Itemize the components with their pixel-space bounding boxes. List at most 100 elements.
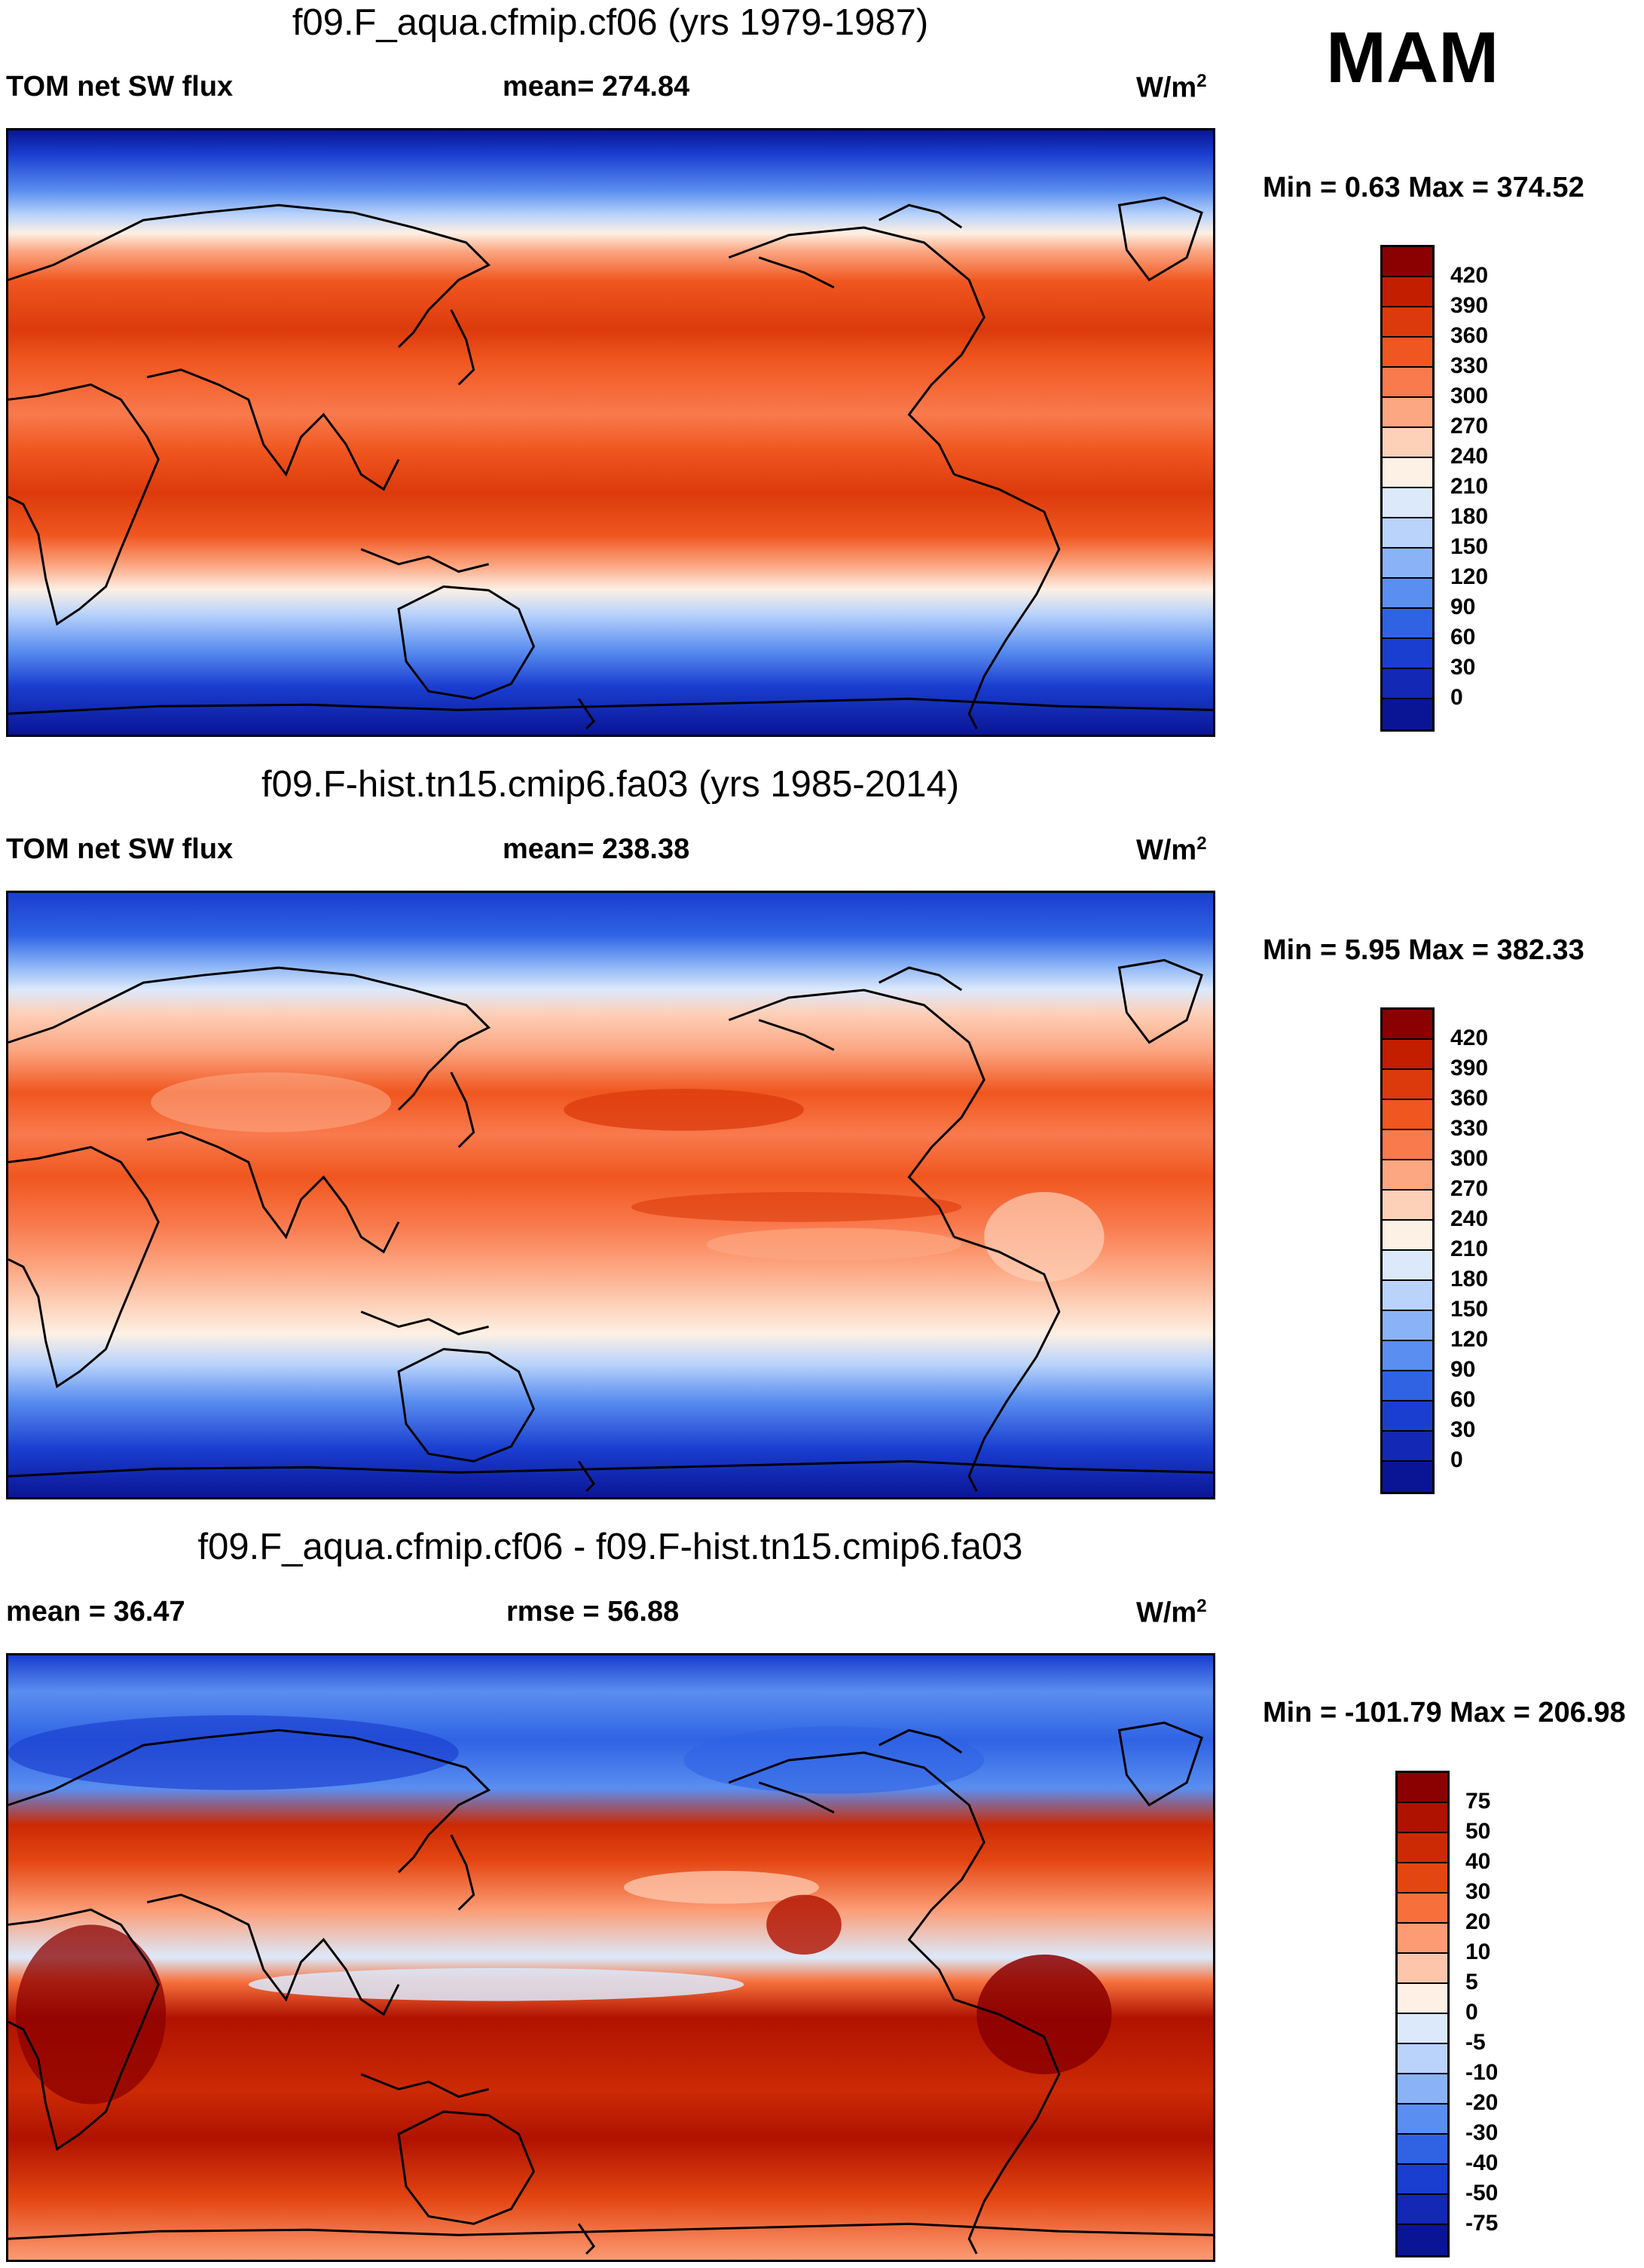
colorbar-tick: 90: [1450, 1357, 1476, 1382]
colorbar-segment: [1383, 1100, 1432, 1130]
colorbar-tick: 330: [1450, 1116, 1489, 1141]
colorbar-segment: [1398, 2135, 1447, 2165]
colorbar-tick: 420: [1450, 263, 1489, 288]
panel-title: f09.F_aqua.cfmip.cf06 (yrs 1979-1987): [292, 2, 929, 43]
difference-structures: [8, 1715, 1112, 2104]
colorbar-segment: [1383, 368, 1432, 398]
colorbar-segment: [1383, 247, 1432, 277]
units-exponent: 2: [1196, 71, 1207, 91]
colorbar-tick: 60: [1450, 1387, 1476, 1412]
colorbar-tick: 300: [1450, 384, 1489, 408]
colorbar-segment: [1383, 1281, 1432, 1311]
colorbar: [1380, 245, 1435, 732]
colorbar-segment: [1398, 1863, 1447, 1894]
colorbar-segment: [1383, 458, 1432, 488]
colorbar-tick: 120: [1450, 1327, 1489, 1352]
units-text: W/m: [1136, 1597, 1197, 1629]
colorbar-segment: [1383, 1371, 1432, 1401]
colorbar-segment: [1398, 1984, 1447, 2014]
colorbar-segment: [1383, 609, 1432, 639]
colorbar-tick: 5: [1465, 1970, 1478, 1994]
amazon-cloud-region: [984, 1192, 1105, 1282]
colorbar-tick: 90: [1450, 595, 1476, 619]
colorbar-segment: [1383, 1311, 1432, 1341]
units-exponent: 2: [1196, 1596, 1207, 1616]
colorbar-tick: 40: [1465, 1849, 1491, 1874]
colorbar-tick: -10: [1465, 2060, 1499, 2085]
colorbar-tick: 0: [1465, 2000, 1478, 2025]
subtropical-band-south: [631, 1192, 962, 1222]
min-max-label: Min = 0.63 Max = 374.52: [1263, 172, 1584, 203]
season-title: MAM: [1326, 17, 1499, 98]
colorbar-tick: 210: [1450, 1236, 1489, 1261]
pacific-subtropics: [623, 1870, 819, 1904]
colorbar-segment: [1383, 1432, 1432, 1462]
flux-field: [8, 130, 1213, 735]
colorbar-segment: [1398, 1954, 1447, 1984]
left-label: TOM net SW flux: [6, 833, 234, 865]
flux-field: [8, 893, 1213, 1497]
colorbar-segment: [1383, 488, 1432, 518]
asian-cloud-region: [151, 1072, 392, 1132]
colorbar-tick: 60: [1450, 625, 1476, 650]
colorbar-segment: [1383, 1070, 1432, 1100]
colorbar-tick: 0: [1450, 685, 1463, 710]
colorbar-segment: [1383, 549, 1432, 579]
colorbar-segment: [1383, 669, 1432, 699]
colorbar-segment: [1398, 2104, 1447, 2135]
colorbar-segment: [1383, 1462, 1432, 1492]
rmse-label: rmse = 56.88: [506, 1596, 680, 1628]
colorbar-segment: [1398, 2074, 1447, 2104]
mean-label: mean= 238.38: [503, 833, 690, 865]
units-label: W/m2: [1136, 833, 1207, 867]
units-label: W/m2: [1136, 71, 1207, 105]
mean-label: mean= 274.84: [503, 71, 690, 102]
colorbar-segment: [1383, 1251, 1432, 1281]
colorbar-tick: -40: [1465, 2150, 1499, 2175]
units-exponent: 2: [1196, 833, 1207, 854]
colorbar-segment: [1398, 2165, 1447, 2195]
colorbar-segment: [1383, 398, 1432, 428]
colorbar-tick: -20: [1465, 2090, 1499, 2115]
colorbar-tick: -30: [1465, 2120, 1499, 2145]
colorbar-segment: [1383, 639, 1432, 669]
coastlines: [8, 196, 1213, 730]
colorbar-tick: 75: [1465, 1789, 1491, 1814]
africa-maximum: [15, 1924, 167, 2104]
panel-title: f09.F-hist.tn15.cmip6.fa03 (yrs 1985-201…: [261, 764, 960, 805]
colorbar-tick: 150: [1450, 1297, 1489, 1322]
colorbar-tick: 210: [1450, 474, 1489, 499]
colorbar-tick: -50: [1465, 2181, 1499, 2205]
colorbar: [1395, 1771, 1450, 2257]
colorbar: [1380, 1007, 1435, 1494]
colorbar-segment: [1383, 579, 1432, 609]
colorbar-tick: 0: [1450, 1447, 1463, 1472]
colorbar-tick: 390: [1450, 1056, 1489, 1081]
colorbar-segment: [1398, 2014, 1447, 2044]
colorbar-tick: 30: [1450, 1417, 1476, 1442]
colorbar-tick: 300: [1450, 1146, 1489, 1171]
north-america-deficit: [683, 1726, 985, 1794]
colorbar-tick: 30: [1450, 655, 1476, 680]
colorbar-segment: [1398, 2195, 1447, 2225]
min-max-label: Min = 5.95 Max = 382.33: [1263, 934, 1584, 966]
colorbar-segment: [1383, 699, 1432, 729]
map-canvas: [8, 130, 1213, 735]
colorbar-tick: -5: [1465, 2030, 1486, 2055]
colorbar-tick: 270: [1450, 414, 1489, 439]
itcz-deficit-band: [248, 1967, 744, 2001]
left-label: TOM net SW flux: [6, 71, 234, 102]
colorbar-tick: 180: [1450, 504, 1489, 529]
colorbar-tick: 150: [1450, 534, 1489, 559]
colorbar-segment: [1383, 1341, 1432, 1371]
colorbar-segment: [1398, 2225, 1447, 2255]
northern-land-deficit: [8, 1715, 459, 1790]
colorbar-tick: 50: [1465, 1819, 1491, 1844]
historical-sw-flux-map: [6, 891, 1215, 1499]
colorbar-tick: 360: [1450, 1086, 1489, 1111]
colorbar-segment: [1383, 307, 1432, 338]
colorbar-segment: [1383, 1221, 1432, 1251]
colorbar-tick: 120: [1450, 564, 1489, 589]
mean-label: mean = 36.47: [6, 1596, 185, 1628]
colorbar-segment: [1398, 1833, 1447, 1863]
